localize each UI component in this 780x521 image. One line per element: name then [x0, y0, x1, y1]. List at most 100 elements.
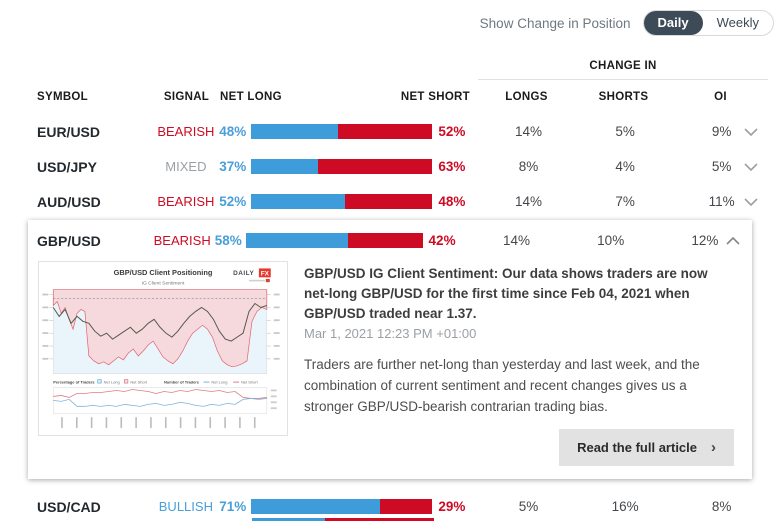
thumb-legend-netshort-swatch	[124, 379, 129, 384]
net-long-pct: 58%	[214, 233, 242, 248]
header-signal: SIGNAL	[163, 91, 210, 103]
signal-label: BEARISH	[153, 233, 211, 248]
chevron-down-icon[interactable]	[744, 162, 758, 171]
sentiment-table: CHANGE IN SYMBOL SIGNAL NET LONG NET SHO…	[28, 60, 770, 521]
change-longs: 5%	[518, 499, 539, 514]
article-timestamp: Mar 1, 2021 12:23 PM +01:00	[304, 326, 477, 341]
thumb-legend-netshort-label: Net Short	[130, 380, 148, 385]
signal-label: BEARISH	[157, 124, 215, 139]
thumb-axis-ticks	[49, 294, 271, 360]
thumb-xaxis-labels	[61, 417, 256, 429]
expanded-row-card: GBP/USD BEARISH 58% 42% 14% 10% 12%	[28, 220, 752, 479]
table-row-usdjpy[interactable]: USD/JPY MIXED 37% 63% 8% 4% 5%	[30, 149, 770, 184]
signal-label: BULLISH	[158, 499, 213, 514]
change-group-header-row: CHANGE IN	[30, 60, 770, 80]
chevron-down-icon[interactable]	[744, 127, 758, 136]
thumb-legend-netlong-label: Net Long	[104, 380, 120, 385]
thumb-legend-num-title: Number of Traders	[164, 380, 200, 385]
header-symbol: SYMBOL	[37, 91, 88, 103]
net-short-bar	[348, 233, 423, 248]
sentiment-chart-thumbnail[interactable]: GBP/USD Client Positioning IG Client Sen…	[38, 261, 288, 436]
thumb-logo-daily: DAILY	[233, 270, 254, 277]
symbol-label: USD/JPY	[37, 158, 97, 175]
net-long-pct: 48%	[219, 124, 247, 139]
header-oi: OI	[714, 91, 727, 103]
change-shorts: 16%	[611, 499, 639, 514]
change-oi: 12%	[691, 233, 719, 248]
change-oi: 5%	[711, 159, 732, 174]
net-long-pct: 52%	[219, 194, 247, 209]
sentiment-bar	[251, 159, 433, 174]
change-oi: 8%	[711, 499, 732, 514]
net-long-pct: 71%	[219, 499, 247, 514]
toggle-daily[interactable]: Daily	[643, 11, 703, 35]
net-short-pct: 42%	[428, 233, 456, 248]
thumb-legend-pct-title: Percentage of Traders	[53, 380, 95, 385]
table-row-audusd[interactable]: AUD/USD BEARISH 52% 48% 14% 7% 11%	[30, 184, 770, 219]
thumb-price-line	[52, 302, 267, 342]
net-short-pct: 63%	[438, 159, 466, 174]
change-group-label: CHANGE IN	[478, 60, 768, 80]
thumb-netlong-count-line	[53, 398, 267, 407]
change-shorts: 5%	[615, 124, 635, 139]
thumb-lower-plot	[52, 387, 268, 414]
sentiment-bar	[251, 124, 433, 139]
change-shorts: 7%	[615, 194, 635, 209]
net-long-pct: 37%	[219, 159, 247, 174]
table-row-usdcad[interactable]: USD/CAD BULLISH 71% 29% 5% 16% 8%	[30, 489, 770, 521]
net-short-bar	[324, 518, 434, 521]
read-full-article-button[interactable]: Read the full article ›	[559, 429, 734, 466]
net-long-bar	[252, 518, 325, 521]
chevron-up-icon[interactable]	[726, 236, 740, 245]
gbpusd-article-summary: GBP/USD IG Client Sentiment: Our data sh…	[304, 261, 742, 466]
toggle-weekly[interactable]: Weekly	[716, 15, 759, 30]
net-short-bar	[379, 499, 433, 514]
net-short-bar	[345, 194, 433, 209]
thumb-legend-num-netlong-label: Net Long	[211, 380, 227, 385]
thumb-netshort-count-line	[53, 389, 267, 399]
chevron-down-icon[interactable]	[744, 197, 758, 206]
net-long-bar	[251, 194, 346, 209]
symbol-label: USD/CAD	[37, 498, 101, 515]
article-headline: GBP/USD IG Client Sentiment: Our data sh…	[304, 266, 708, 321]
net-long-bar	[245, 233, 349, 248]
header-net-long: NET LONG	[220, 91, 282, 103]
net-long-bar	[251, 499, 380, 514]
symbol-label: EUR/USD	[37, 123, 101, 140]
signal-label: MIXED	[165, 159, 207, 174]
header-net-short: NET SHORT	[400, 91, 470, 103]
thumb-chart-subtitle: IG Client Sentiment	[142, 281, 185, 287]
period-toggle: Daily Weekly	[642, 10, 774, 36]
thumb-logo-fx: FX	[261, 270, 270, 277]
show-change-controls: Show Change in Position Daily Weekly	[480, 10, 774, 36]
header-longs: LONGS	[505, 91, 548, 103]
thumb-chart-title: GBP/USD Client Positioning	[114, 268, 213, 277]
net-long-bar	[251, 124, 339, 139]
change-oi: 11%	[708, 194, 735, 209]
net-short-pct: 48%	[438, 194, 466, 209]
net-short-pct: 29%	[438, 499, 466, 514]
net-short-bar	[318, 159, 433, 174]
table-header-row: SYMBOL SIGNAL NET LONG NET SHORT LONGS S…	[30, 80, 770, 114]
symbol-label: AUD/USD	[37, 193, 101, 210]
chevron-right-icon: ›	[711, 439, 716, 456]
net-short-bar	[338, 124, 433, 139]
change-longs: 8%	[518, 159, 539, 174]
change-shorts: 4%	[615, 159, 635, 174]
symbol-label: GBP/USD	[37, 232, 101, 249]
change-longs: 14%	[502, 233, 530, 248]
signal-label: BEARISH	[157, 194, 215, 209]
sentiment-bar	[251, 194, 433, 209]
thumb-legend-num-netshort-label: Net Short	[241, 380, 259, 385]
change-oi: 9%	[711, 124, 732, 139]
table-row-gbpusd[interactable]: GBP/USD BEARISH 58% 42% 14% 10% 12%	[30, 223, 752, 258]
client-positioning-chart: GBP/USD Client Positioning IG Client Sen…	[42, 268, 280, 429]
sentiment-bar	[251, 499, 433, 514]
table-row-eurusd[interactable]: EUR/USD BEARISH 48% 52% 14% 5% 9%	[30, 114, 770, 149]
article-body: Traders are further net-long than yester…	[304, 357, 700, 414]
thumb-logo-fx-box	[258, 268, 271, 278]
thumb-legend-netlong-swatch	[97, 379, 102, 384]
header-shorts: SHORTS	[598, 91, 649, 103]
gbpusd-detail-panel: GBP/USD Client Positioning IG Client Sen…	[30, 258, 752, 466]
net-long-bar	[251, 159, 319, 174]
